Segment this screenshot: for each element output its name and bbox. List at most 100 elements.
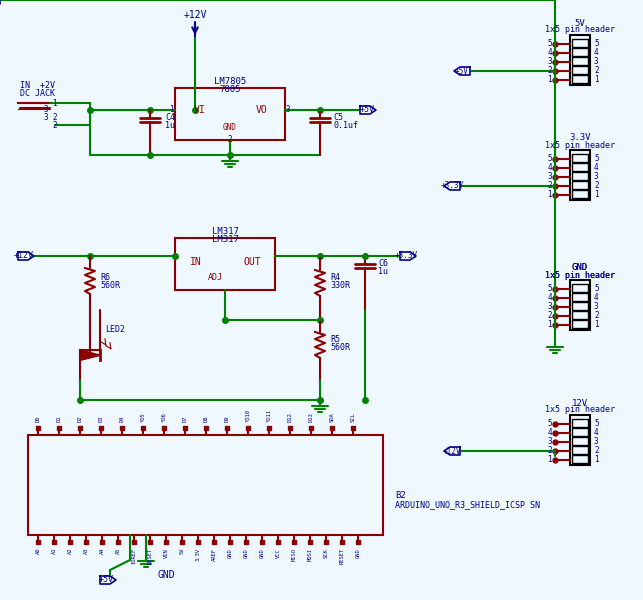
Text: 3: 3 <box>594 172 599 181</box>
Bar <box>175 238 275 290</box>
Text: VI: VI <box>194 105 206 115</box>
Text: +3.3V: +3.3V <box>394 251 417 260</box>
Text: 2: 2 <box>547 66 552 75</box>
Text: 1: 1 <box>594 75 599 84</box>
Text: 5: 5 <box>547 154 552 163</box>
Text: B2: B2 <box>395 491 406 499</box>
Text: 1: 1 <box>169 106 174 115</box>
Text: A5: A5 <box>116 548 120 554</box>
Text: 1: 1 <box>547 455 552 464</box>
Bar <box>570 35 590 85</box>
Text: 12V: 12V <box>572 398 588 407</box>
Text: SCK: SCK <box>323 548 329 558</box>
Text: 2: 2 <box>594 181 599 190</box>
Bar <box>572 293 588 301</box>
Text: 3.3V: 3.3V <box>195 548 201 561</box>
Text: GND: GND <box>157 570 175 580</box>
Bar <box>572 320 588 328</box>
Text: 7805: 7805 <box>219 85 240 94</box>
Bar <box>572 446 588 454</box>
Text: D2: D2 <box>78 415 82 422</box>
Text: R6: R6 <box>100 274 110 283</box>
Text: +5V: +5V <box>359 106 374 115</box>
Text: *D5: *D5 <box>141 412 145 422</box>
Text: 3: 3 <box>547 302 552 311</box>
Text: D7: D7 <box>183 415 188 422</box>
Text: 1x5 pin header: 1x5 pin header <box>545 406 615 415</box>
Bar <box>572 181 588 189</box>
Text: 1x5 pin header: 1x5 pin header <box>545 140 615 149</box>
Text: D13: D13 <box>309 412 314 422</box>
Text: 4: 4 <box>547 293 552 302</box>
Text: 4: 4 <box>594 163 599 172</box>
Text: 4: 4 <box>547 48 552 57</box>
Polygon shape <box>80 350 100 360</box>
Text: D9: D9 <box>224 415 230 422</box>
Text: 1u: 1u <box>378 266 388 275</box>
Polygon shape <box>360 106 376 114</box>
Text: LM317: LM317 <box>212 235 239 245</box>
Text: VCC: VCC <box>275 548 280 558</box>
Text: LED2: LED2 <box>105 325 125 335</box>
Text: 5: 5 <box>594 419 599 428</box>
Text: 3: 3 <box>43 106 48 115</box>
Text: GND: GND <box>572 263 588 272</box>
Text: 330R: 330R <box>330 280 350 289</box>
Text: 1: 1 <box>594 190 599 199</box>
Text: 4: 4 <box>547 163 552 172</box>
Text: SCL: SCL <box>350 412 356 422</box>
Bar <box>572 66 588 74</box>
Text: ADJ: ADJ <box>208 274 222 283</box>
Text: +3.3V: +3.3V <box>440 181 464 191</box>
Text: A4: A4 <box>100 548 105 554</box>
Text: IOREF: IOREF <box>132 548 136 564</box>
Text: 1: 1 <box>594 320 599 329</box>
Text: GND: GND <box>228 548 233 558</box>
Text: GND: GND <box>260 548 264 558</box>
Text: 1: 1 <box>594 455 599 464</box>
Text: A2: A2 <box>68 548 73 554</box>
Bar <box>572 311 588 319</box>
Bar <box>175 88 285 140</box>
Bar <box>572 75 588 83</box>
Text: D4: D4 <box>120 415 125 422</box>
Text: MISO: MISO <box>291 548 296 561</box>
Text: 1: 1 <box>52 98 57 107</box>
Text: LM7805: LM7805 <box>214 77 246 86</box>
Text: A0: A0 <box>35 548 41 554</box>
Text: 5: 5 <box>594 39 599 48</box>
Text: A1: A1 <box>51 548 57 554</box>
Text: R5: R5 <box>330 335 340 344</box>
Text: 2: 2 <box>547 446 552 455</box>
Text: 3: 3 <box>594 57 599 66</box>
Text: SDA: SDA <box>329 412 334 422</box>
Text: 4: 4 <box>594 48 599 57</box>
Text: 2: 2 <box>52 113 57 122</box>
Text: *D11: *D11 <box>266 409 271 422</box>
Text: DC JACK: DC JACK <box>20 88 55 97</box>
Text: 1x5 pin header: 1x5 pin header <box>545 271 615 280</box>
Polygon shape <box>454 67 470 75</box>
Text: 560R: 560R <box>100 280 120 289</box>
Text: 3: 3 <box>547 172 552 181</box>
Text: 2: 2 <box>547 311 552 320</box>
Text: +5V: +5V <box>98 575 114 584</box>
Text: 3: 3 <box>594 302 599 311</box>
Text: C4: C4 <box>165 113 175 122</box>
Text: GND: GND <box>223 124 237 133</box>
Bar <box>572 48 588 56</box>
Text: 4: 4 <box>594 293 599 302</box>
Text: 4: 4 <box>547 428 552 437</box>
Text: 3: 3 <box>547 437 552 446</box>
Text: 4: 4 <box>594 428 599 437</box>
Text: RESET: RESET <box>147 548 152 564</box>
Bar <box>572 302 588 310</box>
Text: A3: A3 <box>84 548 89 554</box>
Text: 2: 2 <box>547 181 552 190</box>
Text: AREF: AREF <box>212 548 217 561</box>
Text: 5V: 5V <box>575 19 585 28</box>
Text: D1: D1 <box>57 415 62 422</box>
Bar <box>572 419 588 427</box>
Text: LM317: LM317 <box>212 227 239 236</box>
Text: 2: 2 <box>594 311 599 320</box>
